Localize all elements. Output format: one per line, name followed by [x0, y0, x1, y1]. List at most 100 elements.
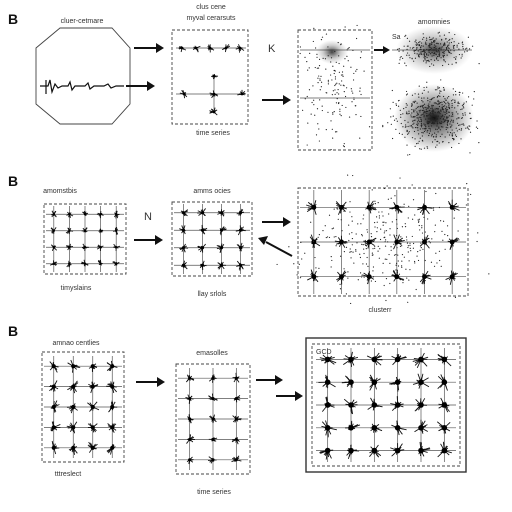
scatter-point — [316, 53, 318, 55]
scatter-point — [351, 101, 353, 103]
scatter-point — [439, 47, 441, 50]
scatter-point — [406, 37, 409, 39]
scatter-point — [446, 123, 448, 125]
scatter-point — [421, 227, 423, 229]
scatter-point — [447, 47, 449, 49]
scatter-point — [447, 51, 450, 53]
scatter-point — [439, 121, 441, 123]
scatter-point — [437, 59, 439, 61]
scatter-point — [417, 124, 419, 126]
scatter-point — [364, 241, 366, 244]
scatter-point — [446, 54, 448, 56]
scatter-point — [436, 108, 439, 110]
scatter-point — [445, 103, 447, 105]
scatter-point — [443, 121, 446, 123]
scatter-point — [420, 124, 422, 127]
row-1-panel-2: clus cene myval cerarsuts time series — [171, 4, 249, 137]
scatter-point — [395, 264, 397, 266]
marker — [207, 44, 215, 53]
scatter-point — [320, 75, 322, 77]
scatter-point — [343, 268, 345, 270]
scatter-point — [301, 258, 303, 260]
scatter-point — [421, 225, 423, 227]
grid-node — [391, 353, 407, 366]
scatter-point — [384, 241, 386, 243]
grid-node — [367, 397, 383, 411]
scatter-point — [343, 91, 345, 93]
scatter-point — [433, 132, 436, 134]
scatter-point — [318, 267, 320, 269]
scatter-point — [455, 56, 457, 58]
scatter-point — [431, 121, 434, 123]
scatter-point — [341, 104, 343, 107]
scatter-point — [438, 87, 440, 89]
row-1-panel-2-markers — [178, 44, 246, 116]
scatter-point — [431, 63, 433, 65]
scatter-point — [428, 46, 430, 48]
scatter-point — [389, 262, 391, 264]
scatter-point — [415, 108, 417, 110]
scatter-point — [420, 118, 422, 120]
scatter-point — [409, 57, 411, 59]
scatter-point — [459, 91, 461, 94]
scatter-point — [422, 140, 424, 142]
scatter-point — [343, 65, 345, 67]
grid-node — [185, 374, 195, 383]
scatter-point — [363, 248, 365, 250]
scatter-point — [402, 50, 404, 52]
scatter-point — [417, 50, 419, 52]
scatter-point — [335, 102, 338, 104]
scatter-point — [374, 245, 376, 247]
scatter-point — [337, 41, 339, 44]
scatter-point — [431, 105, 433, 107]
grid-node — [389, 376, 402, 392]
row-2-panel-2-caption: llay srlols — [198, 291, 227, 298]
scatter-point — [321, 105, 323, 107]
scatter-point — [436, 115, 438, 117]
scatter-point — [402, 57, 404, 59]
grid-node — [321, 396, 335, 412]
scatter-point — [461, 41, 464, 43]
scatter-point — [438, 101, 440, 103]
scatter-point — [377, 245, 379, 247]
scatter-point — [382, 125, 384, 128]
scatter-point — [478, 63, 480, 65]
scatter-point — [315, 134, 318, 136]
scatter-point — [371, 252, 373, 254]
scatter-point — [346, 87, 348, 89]
scatter-point — [360, 51, 362, 53]
scatter-point — [409, 247, 411, 249]
scatter-point — [450, 239, 452, 242]
scatter-point — [343, 85, 345, 87]
scatter-point — [317, 77, 319, 79]
scatter-point — [380, 228, 382, 230]
scatter-point — [414, 116, 416, 118]
scatter-point — [313, 104, 315, 106]
scatter-point — [355, 70, 357, 72]
grid-node — [106, 381, 117, 394]
scatter-point — [353, 262, 355, 264]
scatter-point — [418, 55, 420, 57]
scatter-point — [406, 242, 409, 244]
row-1-arrow-1 — [134, 43, 164, 53]
scatter-point — [375, 208, 377, 211]
scatter-point — [446, 48, 448, 50]
row-3-panel-2-caption: time series — [197, 489, 231, 496]
scatter-point — [460, 138, 462, 140]
scatter-point — [426, 122, 428, 124]
scatter-point — [451, 38, 453, 40]
grid-node — [108, 400, 118, 413]
scatter-point — [440, 79, 442, 81]
grid-node — [186, 434, 195, 444]
grid-node — [113, 243, 121, 251]
grid-node — [318, 374, 336, 389]
scatter-point — [389, 282, 391, 285]
scatter-point — [378, 215, 381, 217]
scatter-point — [444, 136, 446, 138]
scatter-point — [393, 254, 396, 256]
scatter-point — [337, 89, 339, 91]
scatter-point — [316, 56, 318, 58]
row-2-panel-3-caption: clusterr — [369, 307, 393, 314]
scatter-point — [458, 239, 460, 241]
scatter-point — [423, 216, 425, 218]
